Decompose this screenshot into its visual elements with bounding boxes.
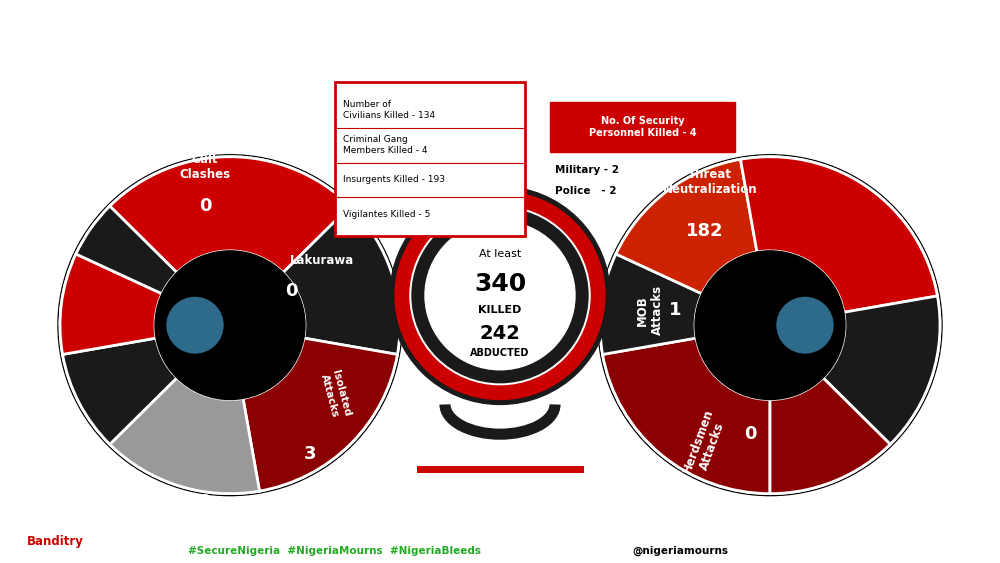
- Circle shape: [395, 191, 605, 400]
- Wedge shape: [60, 254, 162, 355]
- Circle shape: [60, 157, 400, 494]
- Text: 15: 15: [798, 510, 822, 528]
- Text: Police   - 2: Police - 2: [555, 186, 616, 196]
- FancyBboxPatch shape: [550, 102, 735, 152]
- Text: Political: Political: [942, 481, 968, 536]
- Wedge shape: [600, 254, 702, 355]
- Text: 3: 3: [304, 445, 316, 463]
- Text: At least: At least: [479, 249, 521, 259]
- Wedge shape: [770, 378, 890, 494]
- Circle shape: [390, 186, 610, 404]
- Circle shape: [600, 157, 940, 494]
- Text: 0: 0: [952, 529, 964, 547]
- Circle shape: [410, 206, 590, 385]
- FancyBboxPatch shape: [335, 82, 525, 236]
- Text: 182: 182: [686, 222, 724, 240]
- Text: 1: 1: [669, 301, 681, 319]
- Circle shape: [155, 251, 305, 400]
- Circle shape: [167, 297, 223, 353]
- Text: 242: 242: [480, 324, 520, 343]
- Wedge shape: [823, 296, 940, 444]
- Wedge shape: [823, 296, 940, 444]
- Wedge shape: [770, 378, 890, 494]
- Circle shape: [412, 208, 588, 383]
- Wedge shape: [616, 159, 757, 294]
- Text: Insurgents Killed - 193: Insurgents Killed - 193: [343, 175, 445, 184]
- Wedge shape: [63, 338, 177, 444]
- Wedge shape: [616, 159, 757, 294]
- Text: KILLED: KILLED: [478, 305, 522, 315]
- Wedge shape: [603, 338, 770, 494]
- Text: ABDUCTED: ABDUCTED: [470, 348, 530, 358]
- Text: 0: 0: [285, 282, 298, 300]
- Circle shape: [58, 155, 402, 495]
- Text: No. Of Security
Personnel Killed - 4: No. Of Security Personnel Killed - 4: [589, 116, 696, 138]
- Wedge shape: [283, 206, 400, 355]
- Wedge shape: [740, 157, 937, 312]
- Text: Military - 2: Military - 2: [555, 164, 619, 175]
- Wedge shape: [60, 254, 162, 355]
- Text: 340: 340: [474, 271, 526, 296]
- Text: Boko
Haram/ISWAP: Boko Haram/ISWAP: [195, 517, 275, 539]
- Wedge shape: [110, 378, 260, 494]
- Text: Vigilantes Killed - 5: Vigilantes Killed - 5: [343, 209, 430, 218]
- Text: #SecureNigeria  #NigeriaMourns  #NigeriaBleeds: #SecureNigeria #NigeriaMourns #NigeriaBl…: [188, 546, 482, 556]
- Wedge shape: [76, 206, 177, 294]
- Text: 76: 76: [41, 508, 70, 529]
- Wedge shape: [76, 206, 177, 294]
- Wedge shape: [243, 338, 397, 491]
- Wedge shape: [110, 378, 260, 494]
- Wedge shape: [740, 157, 937, 312]
- Text: Banditry: Banditry: [27, 535, 83, 548]
- Text: Extrajudicial
Killings: Extrajudicial Killings: [4, 143, 86, 171]
- Wedge shape: [283, 206, 400, 355]
- Text: 0: 0: [744, 425, 756, 443]
- Text: VIOLENT INCIDENTS REPORT - DECEMBER 2024: VIOLENT INCIDENTS REPORT - DECEMBER 2024: [98, 22, 902, 51]
- Text: MOB
Attacks: MOB Attacks: [636, 285, 664, 336]
- Wedge shape: [243, 338, 397, 491]
- Wedge shape: [63, 338, 177, 444]
- Text: 27: 27: [26, 197, 50, 215]
- Text: Reprisal
Attacks: Reprisal Attacks: [118, 515, 166, 536]
- Text: Isolated
Attacks: Isolated Attacks: [318, 369, 352, 421]
- Text: Lakurawa: Lakurawa: [290, 254, 354, 267]
- Text: Criminal Gang
Members Killed - 4: Criminal Gang Members Killed - 4: [343, 135, 428, 155]
- Text: 2: 2: [199, 493, 211, 511]
- Text: 15: 15: [130, 493, 154, 511]
- Wedge shape: [600, 254, 702, 355]
- Circle shape: [695, 251, 845, 400]
- Circle shape: [777, 297, 833, 353]
- Wedge shape: [110, 157, 350, 272]
- Text: Cult
Clashes: Cult Clashes: [179, 153, 231, 181]
- Text: Number of
Civilians Killed - 134: Number of Civilians Killed - 134: [343, 100, 435, 120]
- Text: 0: 0: [199, 197, 211, 215]
- Text: Secessionists: Secessionists: [922, 132, 958, 221]
- Text: Communal
Clashes: Communal Clashes: [777, 530, 843, 552]
- Circle shape: [425, 221, 575, 370]
- Wedge shape: [603, 338, 770, 494]
- Text: Herdsmen
Attacks: Herdsmen Attacks: [680, 408, 730, 481]
- Text: Threat
Neutralization: Threat Neutralization: [663, 168, 757, 195]
- Text: 19: 19: [922, 207, 948, 225]
- Circle shape: [598, 155, 942, 495]
- Text: @nigeriamourns: @nigeriamourns: [632, 546, 728, 556]
- Wedge shape: [110, 157, 350, 272]
